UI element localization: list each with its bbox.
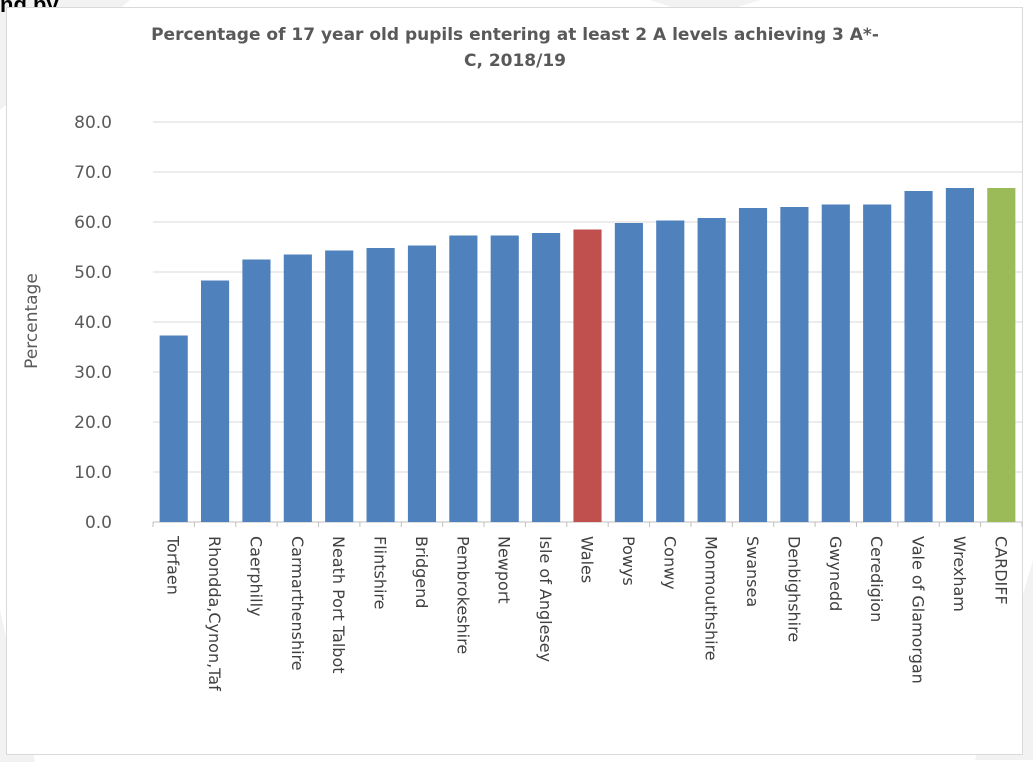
- x-tick-label: Vale of Glamorgan: [909, 536, 928, 684]
- x-tick-label: Powys: [619, 536, 638, 586]
- x-tick-label: Bridgend: [412, 536, 431, 608]
- x-tick-label: Carmarthenshire: [288, 536, 307, 671]
- bar-monmouthshire: [697, 218, 726, 522]
- x-tick-label: CARDIFF: [991, 536, 1010, 605]
- bar-wrexham: [945, 188, 974, 522]
- bar-ceredigion: [863, 204, 892, 522]
- bar-rhondda-cynon-taf: [201, 280, 230, 522]
- x-tick-label: Flintshire: [371, 536, 390, 610]
- bar-cardiff: [987, 188, 1016, 522]
- y-tick-label: 10.0: [74, 463, 112, 483]
- y-tick-label: 70.0: [74, 163, 112, 183]
- bar-gwynedd: [821, 204, 850, 522]
- bar-neath-port-talbot: [325, 250, 354, 522]
- x-tick-label: Ceredigion: [867, 536, 886, 622]
- bar-conwy: [656, 220, 685, 522]
- bar-pembrokeshire: [449, 235, 478, 522]
- chart-title: Percentage of 17 year old pupils enterin…: [90, 22, 940, 74]
- chart-title-line-2: C, 2018/19: [463, 51, 567, 71]
- y-tick-label: 30.0: [74, 363, 112, 383]
- x-tick-label: Newport: [495, 536, 514, 604]
- bar-flintshire: [366, 248, 395, 522]
- bar-newport: [490, 235, 519, 522]
- bar-powys: [614, 223, 643, 522]
- x-tick-label: Torfaen: [164, 535, 183, 595]
- y-tick-label: 60.0: [74, 213, 112, 233]
- x-tick-label: Swansea: [743, 536, 762, 607]
- x-tick-label: Neath Port Talbot: [329, 536, 348, 674]
- x-tick-label: Gwynedd: [826, 536, 845, 611]
- bar-bridgend: [407, 245, 437, 522]
- bar-vale-of-glamorgan: [904, 191, 933, 522]
- y-tick-label: 0.0: [85, 513, 112, 533]
- y-tick-label: 80.0: [74, 113, 112, 133]
- bar-denbighshire: [780, 207, 809, 522]
- y-tick-label: 20.0: [74, 413, 112, 433]
- x-tick-label: Wrexham: [950, 536, 969, 612]
- y-tick-label: 50.0: [74, 263, 112, 283]
- bar-carmarthenshire: [283, 254, 312, 522]
- bar-isle-of-anglesey: [532, 233, 561, 522]
- bar-caerphilly: [242, 259, 271, 522]
- chart-title-line-1: Percentage of 17 year old pupils enterin…: [151, 25, 879, 45]
- y-tick-label: 40.0: [74, 313, 112, 333]
- bar-swansea: [738, 208, 768, 522]
- bar-torfaen: [159, 335, 188, 522]
- x-tick-label: Caerphilly: [246, 536, 265, 617]
- x-tick-label: Wales: [578, 536, 597, 583]
- x-tick-label: Rhondda,Cynon,Taf: [205, 536, 224, 691]
- x-tick-label: Isle of Anglesey: [536, 536, 555, 662]
- x-tick-label: Monmouthshire: [702, 536, 721, 661]
- bar-wales: [573, 229, 602, 522]
- x-tick-label: Pembrokeshire: [453, 536, 472, 654]
- x-tick-label: Conwy: [660, 536, 679, 590]
- x-tick-label: Denbighshire: [784, 536, 803, 642]
